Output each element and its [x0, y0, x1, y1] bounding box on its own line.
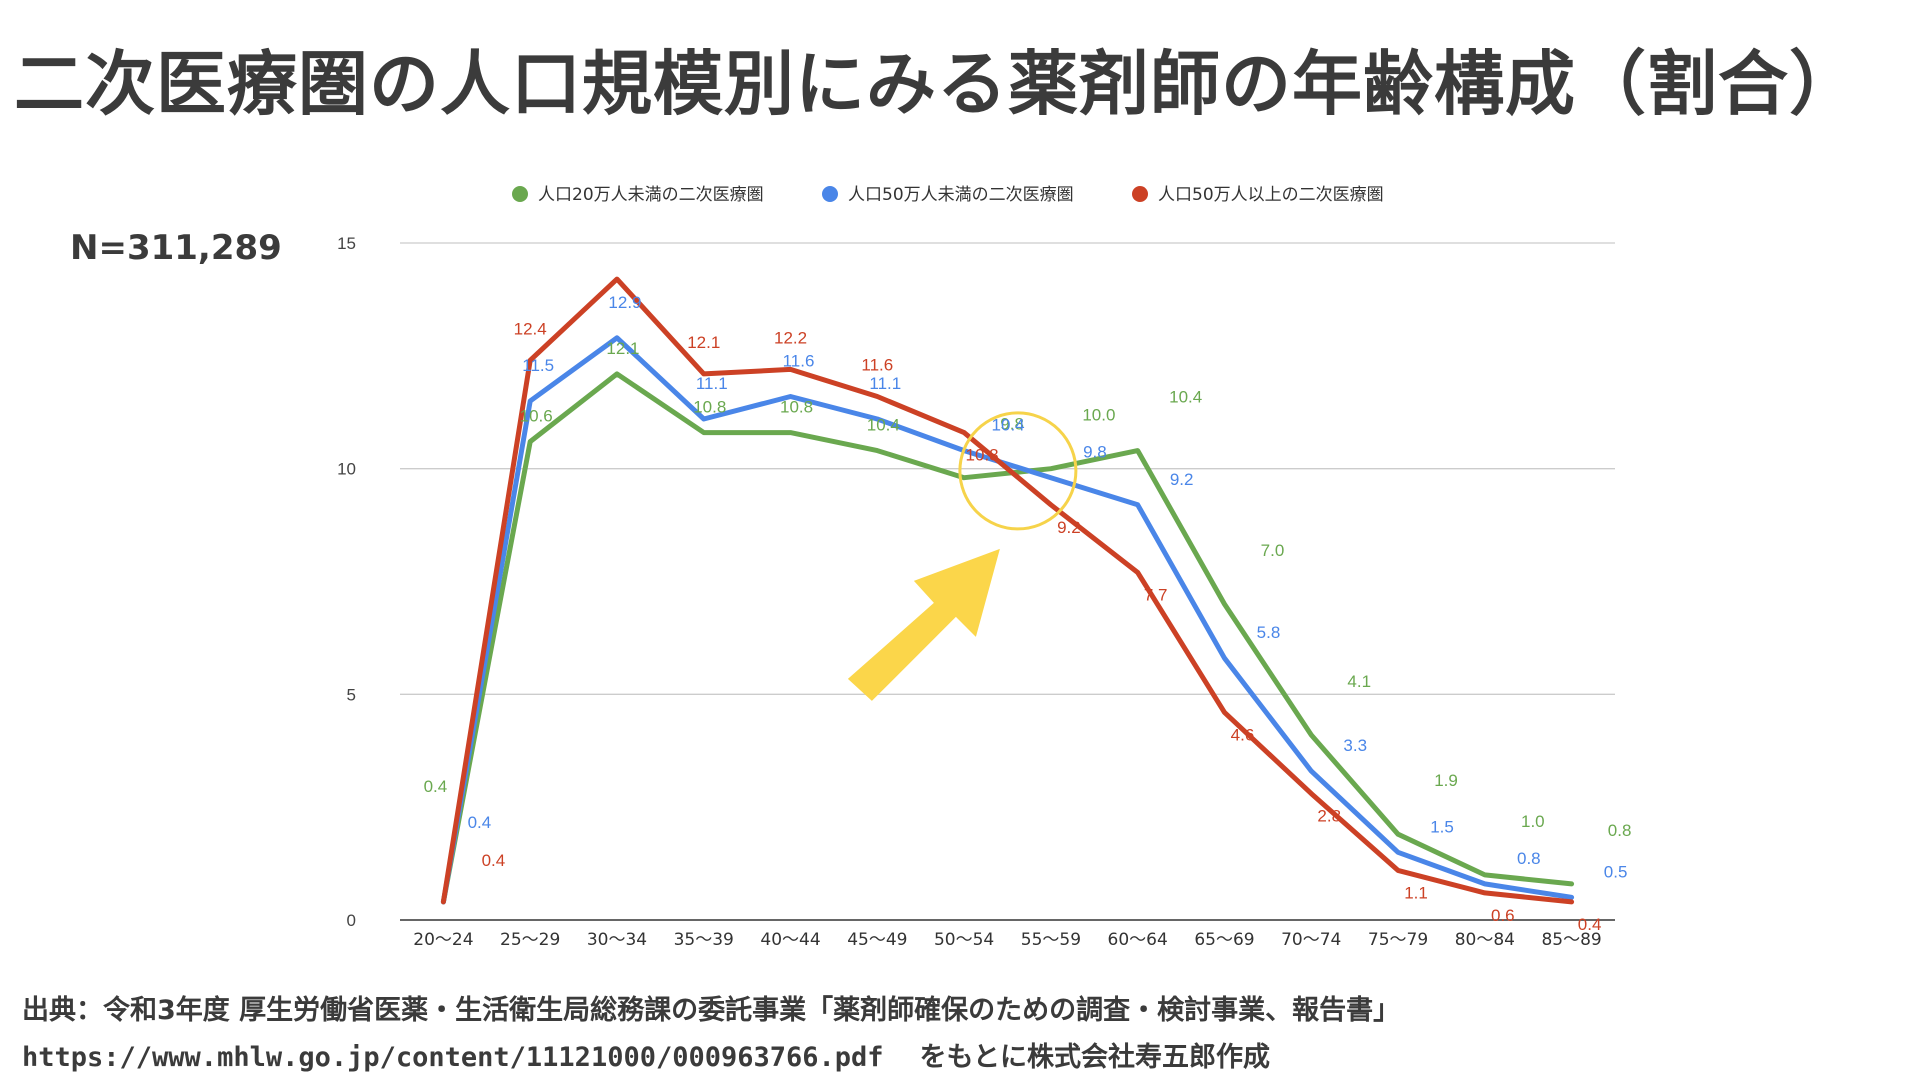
legend-label: 人口50万人以上の二次医療圏 — [1158, 185, 1384, 205]
data-label-green: 10.6 — [520, 407, 553, 426]
x-tick-label: 70〜74 — [1281, 930, 1341, 950]
data-label-red: 9.2 — [1057, 518, 1081, 537]
legend-label: 人口20万人未満の二次医療圏 — [538, 185, 764, 205]
data-label-red: 0.4 — [482, 851, 506, 870]
data-label-green: 10.0 — [1082, 406, 1115, 425]
data-label-blue: 3.3 — [1343, 736, 1367, 755]
legend-label: 人口50万人未満の二次医療圏 — [848, 185, 1074, 205]
data-label-red: 12.4 — [514, 319, 547, 338]
x-tick-label: 75〜79 — [1368, 930, 1428, 950]
data-label-blue: 11.5 — [522, 356, 554, 375]
data-label-red: 11.6 — [861, 355, 893, 374]
data-label-green: 12.1 — [606, 339, 639, 358]
x-tick-label: 60〜64 — [1108, 930, 1168, 950]
highlight-circle — [958, 411, 1078, 531]
data-label-blue: 0.8 — [1517, 849, 1541, 868]
source-url-link[interactable]: https://www.mhlw.go.jp/content/11121000/… — [22, 1042, 884, 1073]
data-label-blue: 9.2 — [1170, 470, 1194, 489]
y-tick-label: 5 — [347, 685, 356, 704]
x-tick-label: 55〜59 — [1021, 930, 1081, 950]
data-label-green: 1.9 — [1434, 771, 1458, 790]
data-label-green: 7.0 — [1261, 541, 1285, 560]
source-note: をもとに株式会社寿五郎作成 — [919, 1042, 1271, 1073]
data-label-blue: 11.1 — [869, 374, 901, 393]
data-label-blue: 12.9 — [608, 293, 641, 312]
x-tick-label: 20〜24 — [413, 930, 473, 950]
data-label-red: 0.6 — [1491, 906, 1515, 925]
x-tick-label: 85〜89 — [1541, 930, 1601, 950]
data-label-green: 0.4 — [424, 777, 448, 796]
chart-annotations — [847, 411, 1078, 701]
x-tick-label: 35〜39 — [674, 930, 734, 950]
data-label-blue: 0.4 — [468, 813, 492, 832]
series-line-green — [440, 371, 1575, 905]
data-label-red: 12.2 — [774, 328, 807, 347]
x-tick-label: 25〜29 — [500, 930, 560, 950]
data-label-red: 12.1 — [687, 333, 720, 352]
chart-series-lines — [440, 276, 1575, 905]
y-tick-label: 0 — [347, 911, 356, 930]
legend-marker-red — [1132, 186, 1148, 202]
series-line-red — [440, 276, 1575, 905]
data-label-green: 0.8 — [1608, 821, 1632, 840]
data-label-green: 10.4 — [867, 416, 900, 435]
data-label-green: 1.0 — [1521, 812, 1545, 831]
chart-data-labels: 0.410.612.110.8 10.810.4 9.8 10.010.47.04.1… — [424, 293, 1632, 934]
data-label-green: 4.1 — [1347, 672, 1371, 691]
chart-axes: 0 5 10 15 20〜24 25〜29 30〜34 35〜39 40〜44 45〜49 50〜5… — [337, 234, 1602, 950]
chart-legend: 人口20万人未満の二次医療圏 人口50万人未満の二次医療圏 人口50万人以上の二次医… — [512, 185, 1384, 205]
y-tick-label: 10 — [337, 460, 356, 479]
data-label-blue: 1.5 — [1430, 817, 1454, 836]
data-label-blue: 11.6 — [783, 351, 815, 370]
data-label-blue: 11.1 — [696, 374, 728, 393]
page-title: 二次医療圏の人口規模別にみる薬剤師の年齢構成（割合） — [14, 43, 1860, 125]
line-chart: 人口20万人未満の二次医療圏 人口50万人未満の二次医療圏 人口50万人以上の二次医… — [337, 185, 1632, 950]
data-label-red: 2.8 — [1317, 807, 1341, 826]
sample-size-label: N=311,289 — [70, 228, 282, 268]
data-label-red: 7.7 — [1144, 585, 1168, 604]
x-tick-label: 40〜44 — [760, 930, 820, 950]
x-tick-label: 65〜69 — [1194, 930, 1254, 950]
x-tick-label: 80〜84 — [1455, 930, 1515, 950]
y-tick-label: 15 — [337, 234, 356, 253]
legend-marker-green — [512, 186, 528, 202]
source-citation: 出典：令和3年度 厚生労働省医薬・生活衛生局総務課の委託事業「薬剤師確保のための… — [22, 995, 1401, 1026]
x-tick-label: 30〜34 — [587, 930, 647, 950]
data-label-green: 10.4 — [1169, 388, 1202, 407]
x-tick-label: 50〜54 — [934, 930, 994, 950]
data-label-blue: 10.4 — [992, 416, 1025, 435]
source-url-line: https://www.mhlw.go.jp/content/11121000/… — [22, 1035, 1270, 1074]
data-label-blue: 9.8 — [1083, 443, 1107, 462]
data-label-red: 1.1 — [1404, 883, 1428, 902]
data-label-blue: 0.5 — [1604, 862, 1628, 881]
data-label-red: 0.4 — [1578, 915, 1602, 934]
data-label-green: 9.8 — [1000, 415, 1024, 434]
x-tick-label: 45〜49 — [847, 930, 907, 950]
data-label-green: 10.8 — [693, 398, 726, 417]
legend-marker-blue — [822, 186, 838, 202]
highlight-arrow — [847, 548, 1000, 701]
data-label-blue: 5.8 — [1257, 623, 1281, 642]
data-label-green: 10.8 — [780, 398, 813, 417]
series-line-blue — [440, 335, 1575, 905]
data-label-red: 4.6 — [1231, 725, 1255, 744]
data-label-red: 10.8 — [966, 446, 999, 465]
